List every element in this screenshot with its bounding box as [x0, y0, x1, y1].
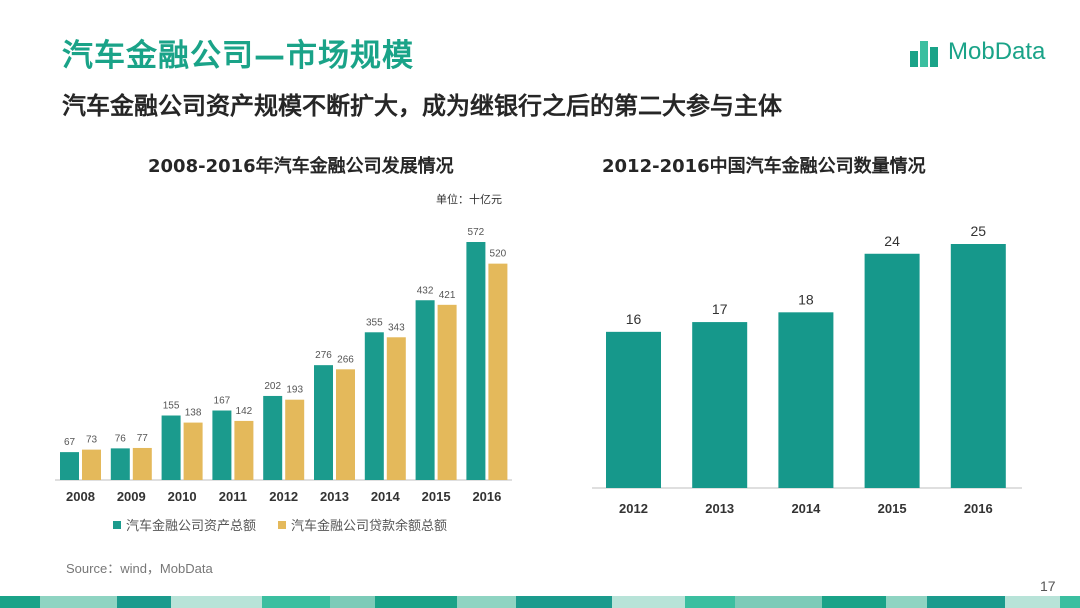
bottom-bar-segment — [171, 596, 262, 608]
chart1-bar-s0-2015 — [415, 300, 435, 480]
chart1-data-label: 202 — [264, 381, 281, 392]
chart1-bar-s1-2011 — [234, 420, 254, 480]
mobdata-logo: MobData — [910, 36, 1045, 68]
bottom-bar-segment — [375, 596, 457, 608]
chart1-data-label: 572 — [468, 227, 485, 238]
chart2-data-label: 24 — [884, 233, 900, 249]
chart2-bar-2012 — [606, 331, 661, 488]
bottom-bar-segment — [735, 596, 822, 608]
bottom-bar-segment — [1060, 596, 1080, 608]
chart1-data-label: 138 — [185, 408, 202, 419]
chart1-tick-label: 2016 — [472, 489, 501, 504]
chart1-data-label: 355 — [366, 317, 383, 328]
chart2-title: 2012-2016中国汽车金融公司数量情况 — [602, 156, 926, 177]
chart1-data-label: 73 — [86, 435, 98, 446]
page-number: 17 — [1040, 578, 1056, 594]
chart1-bar-s1-2016 — [488, 263, 508, 480]
chart1-data-label: 193 — [286, 385, 303, 396]
chart2-bar-2016 — [950, 244, 1006, 488]
chart1-tick-label: 2012 — [269, 489, 298, 504]
chart1-tick-label: 2015 — [422, 489, 451, 504]
chart1-tick-label: 2011 — [219, 489, 247, 504]
chart2-bar-2013 — [692, 322, 748, 488]
chart1-bar-s1-2009 — [132, 447, 152, 480]
bottom-bar-segment — [886, 596, 927, 608]
bottom-bar-segment — [117, 596, 171, 608]
slide-title: 汽车金融公司—市场规模 — [62, 38, 414, 74]
legend-item-loans: 汽车金融公司贷款余额总额 — [278, 515, 447, 534]
bottom-bar-segment — [516, 596, 612, 608]
legend-swatch-loans — [278, 520, 287, 529]
chart1-bar-s0-2012 — [263, 395, 283, 480]
legend-item-assets: 汽车金融公司资产总额 — [113, 515, 256, 534]
chart1-title: 2008-2016年汽车金融公司发展情况 — [148, 156, 454, 177]
chart1-tick-label: 2014 — [371, 489, 401, 504]
mobdata-logo-icon — [910, 41, 938, 67]
chart1-bar-s1-2012 — [285, 399, 305, 480]
chart1-bar-s1-2008 — [82, 449, 101, 480]
bottom-bar-segment — [457, 596, 516, 608]
chart1-data-label: 432 — [417, 285, 434, 296]
chart1-data-label: 67 — [64, 437, 76, 448]
chart1-bar-s0-2010 — [161, 415, 181, 480]
chart1-tick-label: 2008 — [66, 489, 95, 504]
chart1-data-label: 520 — [490, 249, 507, 260]
legend-label-assets: 汽车金融公司资产总额 — [126, 519, 257, 534]
chart2-data-label: 18 — [798, 291, 814, 307]
bottom-bar-segment — [685, 596, 735, 608]
chart1-data-label: 77 — [137, 433, 149, 444]
chart1-data-label: 155 — [163, 401, 180, 412]
chart2-tick-label: 2015 — [878, 501, 907, 516]
bottom-decor-bar — [0, 596, 1080, 608]
chart1-bar-s0-2011 — [212, 410, 232, 480]
bottom-bar-segment — [1005, 596, 1060, 608]
chart2-bar-2015 — [864, 253, 920, 488]
bottom-bar-segment — [0, 596, 40, 608]
chart1-data-label: 343 — [388, 322, 405, 333]
chart2-data-label: 17 — [712, 301, 728, 317]
bottom-bar-segment — [927, 596, 1005, 608]
chart1-data-label: 142 — [236, 406, 253, 417]
chart1-bar-s1-2014 — [386, 337, 406, 480]
chart2-data-label: 16 — [626, 311, 642, 327]
legend-label-loans: 汽车金融公司贷款余额总额 — [291, 519, 448, 534]
bottom-bar-segment — [262, 596, 330, 608]
bottom-bar-segment — [330, 596, 375, 608]
chart2-tick-label: 2013 — [705, 501, 734, 516]
chart1-tick-label: 2013 — [320, 489, 349, 504]
chart1-data-label: 276 — [315, 350, 332, 361]
chart1-data-label: 266 — [337, 354, 354, 365]
chart2-bar-2014 — [778, 312, 834, 488]
chart1-bar-s0-2009 — [110, 448, 130, 480]
chart1-unit-label: 单位：十亿元 — [436, 193, 502, 206]
chart1-bar-s1-2010 — [183, 422, 203, 480]
bottom-bar-segment — [822, 596, 886, 608]
legend-swatch-assets — [113, 520, 121, 529]
slide-subtitle: 汽车金融公司资产规模不断扩大，成为继银行之后的第二大参与主体 — [62, 92, 782, 120]
chart1-bar-s1-2015 — [437, 304, 457, 480]
chart1-bar-s0-2008 — [60, 452, 79, 480]
chart1-tick-label: 2009 — [117, 489, 146, 504]
chart1-bar-s1-2013 — [336, 369, 355, 480]
bottom-bar-segment — [612, 596, 685, 608]
source-note: Source：wind，MobData — [66, 561, 213, 576]
chart1-bar-s0-2014 — [364, 332, 384, 480]
chart2-tick-label: 2012 — [619, 501, 648, 516]
chart2-data-label: 25 — [971, 223, 987, 239]
chart1-bar-s0-2016 — [466, 242, 486, 480]
bottom-bar-segment — [40, 596, 117, 608]
chart1-data-label: 76 — [115, 433, 127, 444]
chart1-data-label: 421 — [439, 290, 456, 301]
chart1-tick-label: 2010 — [168, 489, 197, 504]
chart1-bar-s0-2013 — [314, 365, 333, 480]
chart2-tick-label: 2014 — [791, 501, 821, 516]
chart1-data-label: 167 — [214, 396, 231, 407]
logo-text: MobData — [948, 38, 1046, 65]
chart2-tick-label: 2016 — [964, 501, 993, 516]
chart1-legend: 汽车金融公司资产总额 汽车金融公司贷款余额总额 — [113, 515, 469, 534]
